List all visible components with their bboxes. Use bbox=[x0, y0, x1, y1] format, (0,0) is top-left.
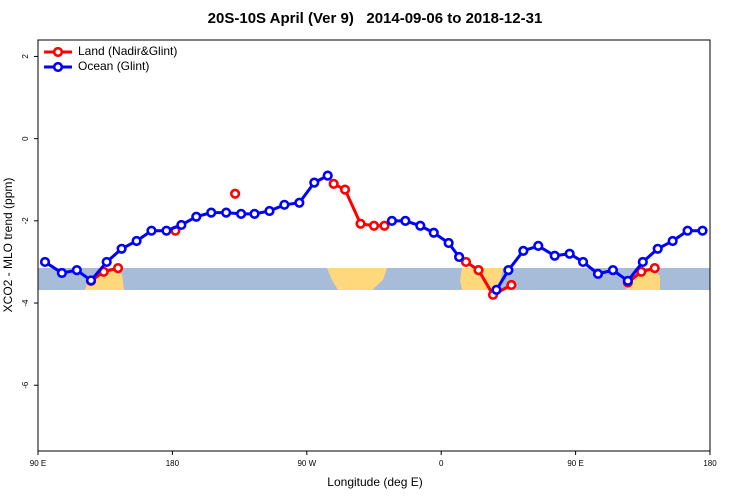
point bbox=[279, 199, 290, 210]
point bbox=[176, 219, 187, 231]
point bbox=[577, 256, 589, 268]
point bbox=[636, 266, 647, 277]
point bbox=[294, 197, 305, 208]
legend-marker bbox=[52, 61, 64, 73]
point bbox=[443, 237, 454, 249]
y-tick-label: 2 bbox=[21, 54, 30, 59]
point bbox=[56, 267, 67, 279]
legend-marker bbox=[52, 46, 64, 58]
point bbox=[386, 215, 398, 226]
point bbox=[221, 207, 232, 218]
point bbox=[131, 235, 142, 247]
point bbox=[503, 265, 514, 276]
point bbox=[454, 251, 465, 263]
x-tick-label: 90 W bbox=[297, 459, 316, 468]
point bbox=[607, 265, 619, 276]
x-tick-label: 90 E bbox=[30, 459, 46, 468]
point bbox=[622, 275, 633, 286]
x-tick-label: 90 E bbox=[567, 459, 583, 468]
x-tick-label: 180 bbox=[166, 459, 180, 468]
point bbox=[368, 220, 380, 231]
point bbox=[339, 184, 351, 195]
land-strip bbox=[626, 270, 660, 290]
point bbox=[533, 240, 544, 252]
point bbox=[264, 205, 275, 217]
chart-title: 20S-10S April (Ver 9) 2014-09-06 to 2018… bbox=[208, 10, 543, 27]
point bbox=[491, 284, 502, 295]
point bbox=[85, 275, 97, 286]
legend-label: Ocean (Glint) bbox=[78, 59, 149, 73]
point bbox=[355, 218, 366, 229]
map-strip bbox=[38, 268, 710, 290]
point bbox=[564, 248, 575, 259]
point bbox=[637, 256, 648, 268]
point bbox=[191, 211, 202, 222]
y-axis-label: XCO2 - MLO trend (ppm) bbox=[1, 178, 15, 313]
point bbox=[649, 263, 660, 274]
plot-frame bbox=[37, 39, 711, 452]
point bbox=[39, 256, 51, 268]
point bbox=[682, 225, 693, 236]
point bbox=[518, 245, 529, 256]
point bbox=[112, 263, 124, 274]
x-axis-label: Longitude (deg E) bbox=[327, 475, 422, 489]
point bbox=[146, 225, 157, 236]
land-strip bbox=[460, 268, 503, 290]
point bbox=[309, 177, 320, 188]
y-tick-label: 0 bbox=[21, 136, 30, 141]
point bbox=[235, 208, 247, 219]
y-tick-label: -2 bbox=[21, 217, 30, 225]
point bbox=[549, 250, 560, 261]
point bbox=[460, 256, 472, 268]
legend-label: Land (Nadir&Glint) bbox=[78, 44, 177, 58]
point bbox=[428, 227, 439, 238]
x-tick-label: 0 bbox=[439, 459, 444, 468]
point bbox=[206, 207, 217, 218]
x-tick-label: 180 bbox=[703, 459, 717, 468]
point bbox=[697, 225, 708, 236]
point bbox=[400, 215, 411, 226]
point bbox=[473, 265, 484, 276]
point bbox=[506, 279, 517, 291]
land-strip bbox=[85, 270, 124, 290]
land-strip bbox=[327, 268, 387, 290]
y-tick-label: -6 bbox=[21, 381, 30, 389]
point bbox=[322, 170, 333, 181]
point bbox=[71, 265, 82, 276]
point bbox=[667, 235, 678, 247]
point bbox=[415, 220, 426, 231]
point bbox=[116, 243, 127, 254]
point bbox=[592, 268, 604, 279]
point bbox=[652, 243, 663, 254]
point bbox=[328, 178, 339, 189]
point bbox=[230, 188, 241, 199]
point bbox=[161, 225, 172, 236]
y-tick-label: -4 bbox=[21, 299, 30, 307]
point bbox=[379, 220, 390, 231]
point bbox=[249, 208, 260, 219]
point bbox=[101, 256, 112, 268]
